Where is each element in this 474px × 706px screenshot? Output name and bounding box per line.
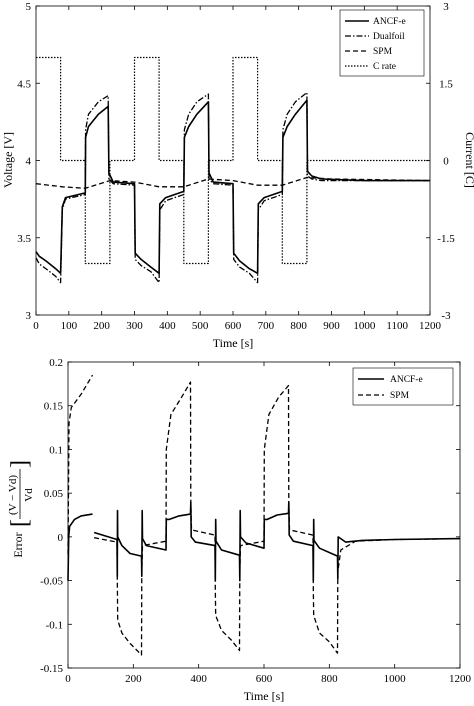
bottom-y-axis-label: Error [ (V − Vd) Vd ] (7, 460, 35, 558)
y-tick-label: 0.15 (44, 401, 64, 413)
y-tick-label: 4.5 (17, 78, 31, 90)
bottom-x-axis-label: Time [s] (244, 689, 285, 703)
x-tick-label: 1200 (449, 673, 472, 685)
legend-label-ancf: ANCF-e (373, 17, 406, 27)
x-tick-label: 400 (190, 673, 207, 685)
y-tick-label: 5 (26, 1, 32, 13)
y-tick-label: 3.5 (17, 233, 31, 245)
x-tick-label: 1000 (384, 673, 407, 685)
legend-label-dualfoil: Dualfoil (373, 31, 405, 42)
bottom-y-axis-bracket-left: [ (7, 519, 33, 527)
legend-label-ancf-bottom: ANCF-e (390, 375, 423, 385)
bottom-y-axis-word: Error (11, 532, 25, 557)
y-tick-label: 4 (26, 156, 32, 168)
bottom-legend: ANCF-e SPM (353, 368, 453, 405)
bottom-y-axis-bracket-right: ] (7, 460, 33, 468)
legend-label-spm-bottom: SPM (390, 391, 410, 401)
top-legend: ANCF-e Dualfoil SPM C rate (340, 10, 424, 76)
x-tick-label: 900 (323, 320, 340, 332)
y-tick-label: -0.05 (40, 576, 63, 588)
y2-tick-label: -1.5 (437, 233, 455, 245)
x-tick-label: 600 (225, 320, 242, 332)
y2-tick-label: 0 (443, 156, 449, 168)
x-tick-label: 700 (258, 320, 275, 332)
y2-tick-label: 3 (443, 1, 449, 13)
y-tick-label: 0 (58, 532, 64, 544)
error-chart: 0 200 400 600 800 1000 1200 -0.15 -0.1 -0.05 0 0.0… (7, 357, 472, 703)
y2-tick-label: -3 (441, 310, 451, 322)
x-tick-label: 1100 (386, 320, 408, 332)
x-tick-label: 500 (192, 320, 209, 332)
top-x-axis-label: Time [s] (213, 336, 254, 350)
x-tick-label: 800 (321, 673, 338, 685)
legend-label-crate: C rate (373, 62, 396, 72)
y-tick-label: 0.1 (49, 444, 63, 456)
top-y2-axis-label: Current [C] (463, 132, 474, 188)
legend-label-spm: SPM (373, 47, 393, 57)
y-tick-label: 0.05 (44, 488, 64, 500)
voltage-current-chart: 0 100 200 300 400 500 600 700 800 900 1000 1100 1200… (1, 1, 474, 350)
x-tick-label: 200 (125, 673, 142, 685)
y-tick-label: 3 (26, 310, 32, 322)
y-tick-label: -0.1 (46, 619, 63, 631)
y-tick-label: 0.2 (49, 357, 63, 369)
top-y-axis-label: Voltage [V] (1, 132, 15, 188)
x-tick-label: 600 (256, 673, 273, 685)
x-tick-label: 400 (159, 320, 176, 332)
x-tick-label: 1000 (353, 320, 376, 332)
x-tick-label: 100 (61, 320, 78, 332)
bottom-y-axis-numerator: (V − Vd) (7, 475, 19, 515)
x-tick-label: 300 (126, 320, 143, 332)
x-tick-label: 0 (65, 673, 71, 685)
x-tick-label: 200 (93, 320, 110, 332)
y2-tick-label: 1.5 (439, 78, 453, 90)
x-tick-label: 800 (290, 320, 307, 332)
y-tick-label: -0.15 (40, 663, 63, 675)
x-tick-label: 1200 (419, 320, 442, 332)
x-tick-label: 0 (33, 320, 39, 332)
bottom-y-axis-denominator: Vd (23, 488, 35, 502)
